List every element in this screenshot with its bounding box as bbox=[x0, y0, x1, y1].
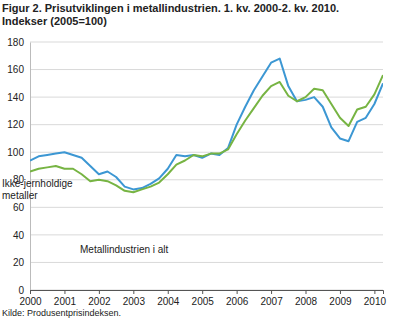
y-tick-label: 60 bbox=[13, 202, 25, 213]
series-line bbox=[30, 59, 383, 190]
y-tick-label: 20 bbox=[13, 257, 25, 268]
grid-line bbox=[30, 97, 383, 98]
series-label: Metallindustrien i alt bbox=[80, 244, 169, 255]
x-tick: 2008 bbox=[295, 290, 318, 307]
y-axis: 020406080100120140160180 bbox=[7, 37, 30, 296]
y-tick: 60 bbox=[13, 202, 30, 213]
x-tick-label: 2005 bbox=[192, 296, 215, 307]
x-axis-line bbox=[31, 291, 384, 295]
grid-line bbox=[30, 207, 383, 208]
x-tick-mark bbox=[30, 290, 31, 294]
y-tick-label: 100 bbox=[7, 147, 24, 158]
x-tick: 2006 bbox=[226, 290, 249, 307]
x-tick-mark bbox=[374, 290, 375, 294]
grid-line bbox=[30, 179, 383, 180]
y-tick: 40 bbox=[13, 230, 30, 241]
y-tick-label: 120 bbox=[7, 119, 24, 130]
x-tick-label: 2000 bbox=[19, 296, 42, 307]
x-tick: 2003 bbox=[123, 290, 146, 307]
x-axis: 2000 2001 2002 2003 2004 2005 2006 2007 2008 2009… bbox=[19, 290, 386, 307]
grid-line bbox=[30, 262, 383, 263]
x-tick: 2001 bbox=[54, 290, 77, 307]
y-tick-label: 0 bbox=[18, 285, 24, 296]
x-tick-label: 2004 bbox=[157, 296, 180, 307]
lines bbox=[30, 59, 383, 193]
x-tick: 2007 bbox=[260, 290, 283, 307]
title: Figur 2. Prisutviklingen i metallindustr… bbox=[2, 2, 339, 14]
y-tick: 140 bbox=[7, 92, 30, 103]
x-tick-mark bbox=[168, 290, 169, 294]
x-tick: 2010 bbox=[364, 290, 387, 307]
x-tick-mark bbox=[202, 290, 203, 294]
y-axis-line bbox=[30, 43, 31, 291]
x-tick-label: 2002 bbox=[88, 296, 111, 307]
chart: Figur 2. Prisutviklingen i metallindustr… bbox=[0, 0, 400, 320]
x-tick: 2005 bbox=[192, 290, 215, 307]
y-tick-label: 180 bbox=[7, 37, 24, 48]
grid-line bbox=[30, 69, 383, 70]
y-tick: 160 bbox=[7, 64, 30, 75]
x-tick-label: 2009 bbox=[329, 296, 352, 307]
x-tick-label: 2010 bbox=[364, 296, 387, 307]
x-tick-mark bbox=[271, 290, 272, 294]
x-tick-label: 2001 bbox=[54, 296, 77, 307]
series-label: Ikke-jernholdige metaller bbox=[2, 178, 75, 201]
source: Kilde: Produsentprisindeksen. bbox=[2, 308, 121, 318]
subtitle: Indekser (2005=100) bbox=[2, 15, 107, 27]
x-tick-label: 2006 bbox=[226, 296, 249, 307]
x-tick: 2009 bbox=[329, 290, 352, 307]
y-tick: 20 bbox=[13, 257, 30, 268]
y-tick-label: 40 bbox=[13, 230, 25, 241]
y-tick-label: 140 bbox=[7, 92, 24, 103]
x-tick-label: 2003 bbox=[123, 296, 146, 307]
grid bbox=[30, 42, 383, 290]
x-tick-mark bbox=[133, 290, 134, 294]
x-tick: 2004 bbox=[157, 290, 180, 307]
y-tick: 120 bbox=[7, 119, 30, 130]
x-tick: 2000 bbox=[19, 290, 42, 307]
x-tick-mark bbox=[237, 290, 238, 294]
x-tick-mark bbox=[306, 290, 307, 294]
y-tick-label: 160 bbox=[7, 64, 24, 75]
y-tick: 180 bbox=[7, 37, 30, 48]
y-tick: 0 bbox=[18, 285, 30, 296]
grid-line bbox=[30, 152, 383, 153]
series-line bbox=[30, 75, 383, 192]
grid-line bbox=[30, 234, 383, 235]
x-tick-mark bbox=[99, 290, 100, 294]
x-tick: 2002 bbox=[88, 290, 111, 307]
x-tick-label: 2008 bbox=[295, 296, 318, 307]
x-tick-mark bbox=[340, 290, 341, 294]
x-tick-mark bbox=[64, 290, 65, 294]
grid-line bbox=[30, 42, 383, 43]
y-tick: 100 bbox=[7, 147, 30, 158]
x-tick-label: 2007 bbox=[260, 296, 283, 307]
